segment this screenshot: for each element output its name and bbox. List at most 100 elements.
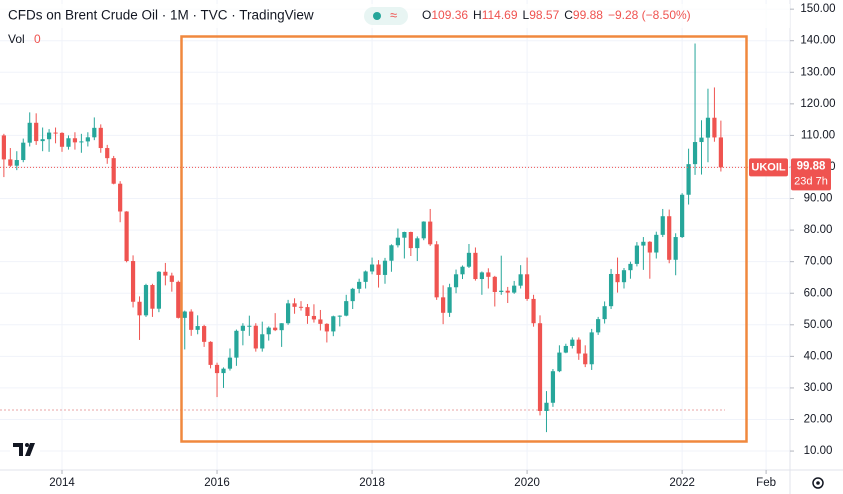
candle-body: [214, 364, 220, 374]
x-tick-label: 2016: [204, 477, 230, 489]
candle-body: [712, 117, 717, 138]
candle-body: [499, 290, 504, 292]
candle-body: [34, 122, 39, 142]
candle-body: [221, 368, 226, 374]
volume-label: Vol: [8, 32, 25, 46]
candle-body: [1, 135, 6, 160]
candle-body: [505, 290, 510, 293]
y-tick-label: 140.00: [800, 35, 835, 47]
tv-logo[interactable]: [10, 436, 40, 462]
candle-body: [686, 164, 691, 195]
candle-body: [615, 273, 620, 283]
candle-body: [279, 323, 284, 331]
candle-body: [628, 263, 633, 271]
status-dot: [373, 12, 381, 20]
logo-dot: [25, 443, 29, 447]
price-tag-countdown: 23d 7h: [794, 175, 828, 187]
candle-body: [234, 330, 239, 358]
candle-body: [202, 326, 207, 342]
gear-ring: [812, 477, 824, 489]
candle-body: [699, 137, 704, 143]
y-tick-label: 70.00: [804, 256, 833, 268]
candle-body: [621, 270, 627, 283]
ohlc-value: 114.69: [482, 8, 518, 22]
candle-body: [273, 327, 278, 331]
candle-body: [21, 142, 26, 161]
logo-shape: [13, 443, 35, 456]
candle-body: [537, 323, 543, 411]
candle-body: [311, 315, 317, 320]
candle-body: [363, 271, 368, 282]
candle-body: [124, 211, 129, 262]
candle-body: [253, 325, 258, 349]
y-tick-label: 50.00: [804, 319, 833, 331]
candle-body: [105, 148, 110, 159]
y-tick-label: 150.00: [800, 3, 835, 15]
y-tick-label: 80.00: [804, 224, 833, 236]
candle-body: [531, 298, 536, 324]
candle-body: [46, 132, 52, 140]
candle-body: [66, 138, 71, 147]
candle-body: [298, 306, 304, 308]
candle-body: [130, 261, 136, 302]
candle-body: [8, 159, 13, 166]
settings-icon[interactable]: [812, 477, 824, 489]
y-tick-label: 90.00: [804, 193, 833, 205]
status-icon: ≈: [390, 7, 397, 22]
candle-body: [544, 402, 549, 411]
candle-body: [240, 325, 245, 331]
candle-body: [460, 266, 465, 275]
ohlc-letter: H: [473, 8, 482, 22]
volume-value: 0: [34, 32, 41, 46]
candle-body: [434, 244, 439, 298]
candle-body: [421, 221, 426, 239]
candle-body: [369, 264, 375, 272]
candle-body: [673, 237, 678, 260]
highlight-box[interactable]: [180, 35, 748, 443]
candle-body: [486, 272, 491, 277]
candle-body: [247, 325, 252, 327]
candle-body: [583, 353, 588, 365]
candle-body: [705, 117, 711, 138]
candle-body: [176, 281, 181, 318]
candle-body: [357, 281, 362, 289]
candle-body: [227, 357, 233, 369]
candle-body: [59, 132, 65, 147]
candle-body: [156, 271, 162, 309]
symbol-tag: [749, 158, 788, 177]
candle-body: [660, 216, 665, 235]
y-tick-label: 20.00: [804, 414, 833, 426]
candle-body: [408, 232, 413, 249]
candle-body: [596, 319, 601, 333]
ohlc-value: 109.36: [431, 8, 468, 22]
x-tick-label: Feb: [756, 477, 776, 489]
y-tick-label: 60.00: [804, 287, 833, 299]
candle-body: [118, 183, 123, 212]
candle-body: [512, 285, 517, 293]
ohlc-value: 98.57: [529, 8, 559, 22]
y-tick-label: 10.00: [804, 445, 833, 457]
y-tick-label: 120.00: [800, 98, 835, 110]
status-pill[interactable]: [364, 7, 408, 25]
candle-body: [350, 288, 355, 302]
candle-body: [492, 276, 497, 292]
candle-body: [667, 216, 672, 260]
x-tick-label: 2014: [49, 477, 75, 489]
candle-body: [98, 127, 103, 149]
symbol-tag-label: UKOIL: [751, 161, 786, 173]
candle-body: [53, 132, 58, 134]
y-tick-label: 110.00: [801, 129, 835, 141]
candle-body: [718, 137, 723, 168]
candle-body: [318, 319, 323, 324]
candle-body: [570, 339, 575, 346]
candle-body: [337, 315, 342, 317]
candle-body: [524, 274, 530, 299]
candle-body: [647, 241, 652, 253]
chart-title[interactable]: CFDs on Brent Crude Oil · 1M · TVC · Tra…: [8, 8, 314, 23]
candle-body: [189, 311, 194, 330]
candle-body: [260, 334, 265, 349]
logo-bg: [10, 436, 40, 462]
axes: 10.00 20.00 30.00 40.00 50.00 60.00 70.00 80.00…: [49, 3, 835, 489]
candle-body: [518, 274, 523, 286]
